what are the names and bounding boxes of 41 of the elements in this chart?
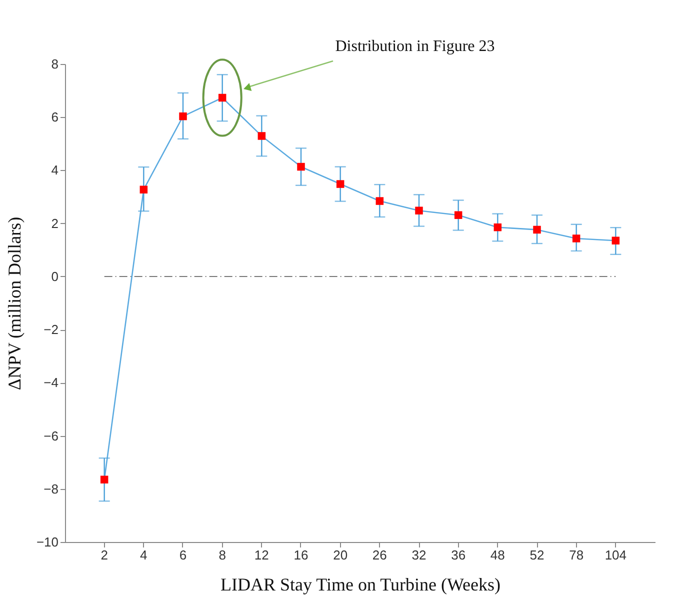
- point: [179, 112, 187, 120]
- point: [494, 223, 502, 232]
- y-tick-label: 8: [51, 56, 58, 72]
- x-tick-label: 26: [372, 548, 387, 562]
- x-tick-label: 8: [218, 548, 226, 562]
- x-tick-label: 20: [333, 548, 348, 562]
- point: [454, 211, 462, 219]
- x-axis-title: LIDAR Stay Time on Turbine (Weeks): [220, 574, 501, 594]
- point: [376, 197, 384, 205]
- point: [258, 132, 266, 140]
- y-tick-label: −8: [44, 481, 58, 496]
- y-tick-label: −10: [36, 534, 58, 550]
- x-tick-label: 48: [490, 548, 505, 562]
- point: [297, 162, 305, 171]
- text: Distribution in Figure 23: [335, 38, 495, 55]
- x-tick-label: 12: [254, 548, 269, 562]
- y-axis-title: ΔNPV (million Dollars): [4, 216, 24, 390]
- x-tick-label: 4: [140, 548, 148, 562]
- point: [336, 180, 344, 188]
- point: [572, 234, 580, 242]
- x-tick-label: 16: [294, 548, 308, 562]
- y-tick-label: 4: [51, 162, 58, 178]
- y-tick-label: 2: [51, 216, 58, 231]
- point: [140, 186, 148, 194]
- x-tick-label: 32: [412, 548, 426, 562]
- y-tick-label: 0: [51, 268, 58, 284]
- y-tick-label: −2: [44, 322, 58, 338]
- point: [612, 236, 620, 244]
- point: [100, 476, 108, 484]
- x-tick-label: 6: [179, 548, 187, 562]
- y-tick-label: −6: [44, 428, 58, 444]
- point: [218, 94, 226, 102]
- x-tick-label: 2: [100, 548, 108, 562]
- point: [533, 226, 541, 234]
- x-tick-label: 36: [451, 548, 466, 562]
- x-tick-label: 78: [569, 548, 584, 562]
- x-tick-label: 52: [530, 548, 544, 562]
- point: [415, 206, 423, 214]
- y-tick-label: 6: [51, 110, 58, 125]
- x-tick-label: 104: [604, 548, 627, 562]
- y-tick-label: −4: [44, 375, 58, 390]
